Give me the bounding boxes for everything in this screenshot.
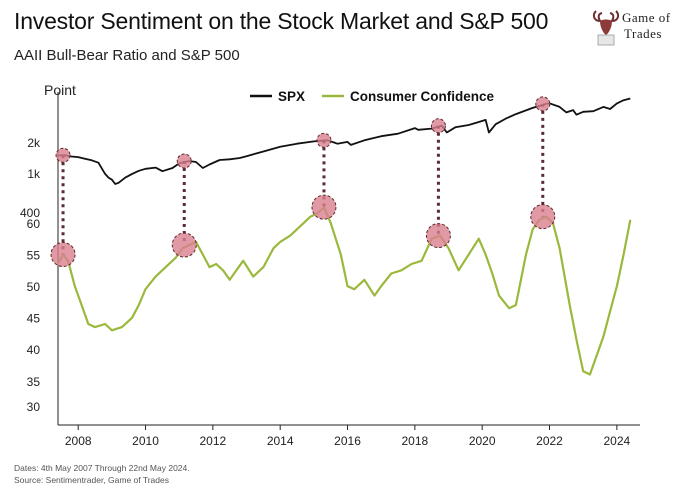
confidence-tick-label: 40 xyxy=(27,343,41,357)
spx-highlight-marker xyxy=(55,147,71,163)
x-tick-label: 2008 xyxy=(65,434,92,448)
x-tick-label: 2010 xyxy=(132,434,159,448)
confidence-highlight-marker xyxy=(311,194,337,220)
x-tick-label: 2012 xyxy=(200,434,227,448)
footer-dates: Dates: 4th May 2007 Through 22nd May 202… xyxy=(14,463,190,473)
spx-highlight-marker xyxy=(430,118,446,134)
spx-series-line xyxy=(57,97,631,185)
logo-line-1: Game of xyxy=(622,10,671,25)
x-tick-label: 2018 xyxy=(402,434,429,448)
legend-label-spx: SPX xyxy=(278,89,305,104)
footer-source: Source: Sentimentrader, Game of Trades xyxy=(14,475,169,485)
x-tick-label: 2014 xyxy=(267,434,294,448)
spx-tick-label: 400 xyxy=(20,206,40,220)
spx-tick-label: 1k xyxy=(27,167,41,181)
logo-line-2: Trades xyxy=(624,26,662,41)
confidence-tick-label: 35 xyxy=(27,375,41,389)
bull-logo-icon xyxy=(592,10,620,46)
confidence-series-line xyxy=(57,206,632,376)
spx-highlight-marker xyxy=(316,132,332,148)
confidence-tick-label: 60 xyxy=(27,217,41,231)
x-tick-label: 2020 xyxy=(469,434,496,448)
spx-highlight-marker xyxy=(535,96,551,112)
spx-tick-label: 2k xyxy=(27,136,41,150)
spx-highlight-marker xyxy=(176,153,192,169)
confidence-highlight-marker xyxy=(425,223,451,249)
confidence-highlight-marker xyxy=(171,232,197,258)
confidence-tick-label: 55 xyxy=(27,249,41,263)
confidence-tick-label: 50 xyxy=(27,280,41,294)
legend-label-confidence: Consumer Confidence xyxy=(350,89,495,104)
page-title: Investor Sentiment on the Stock Market a… xyxy=(14,8,549,34)
y-axis-unit-label: Point xyxy=(44,82,76,98)
confidence-tick-label: 30 xyxy=(27,400,41,414)
x-tick-label: 2016 xyxy=(334,434,361,448)
x-tick-label: 2024 xyxy=(603,434,630,448)
confidence-highlight-marker xyxy=(50,242,76,268)
chart-subtitle: AAII Bull-Bear Ratio and S&P 500 xyxy=(14,47,240,64)
confidence-highlight-marker xyxy=(530,204,556,230)
x-tick-label: 2022 xyxy=(536,434,563,448)
confidence-tick-label: 45 xyxy=(27,312,41,326)
